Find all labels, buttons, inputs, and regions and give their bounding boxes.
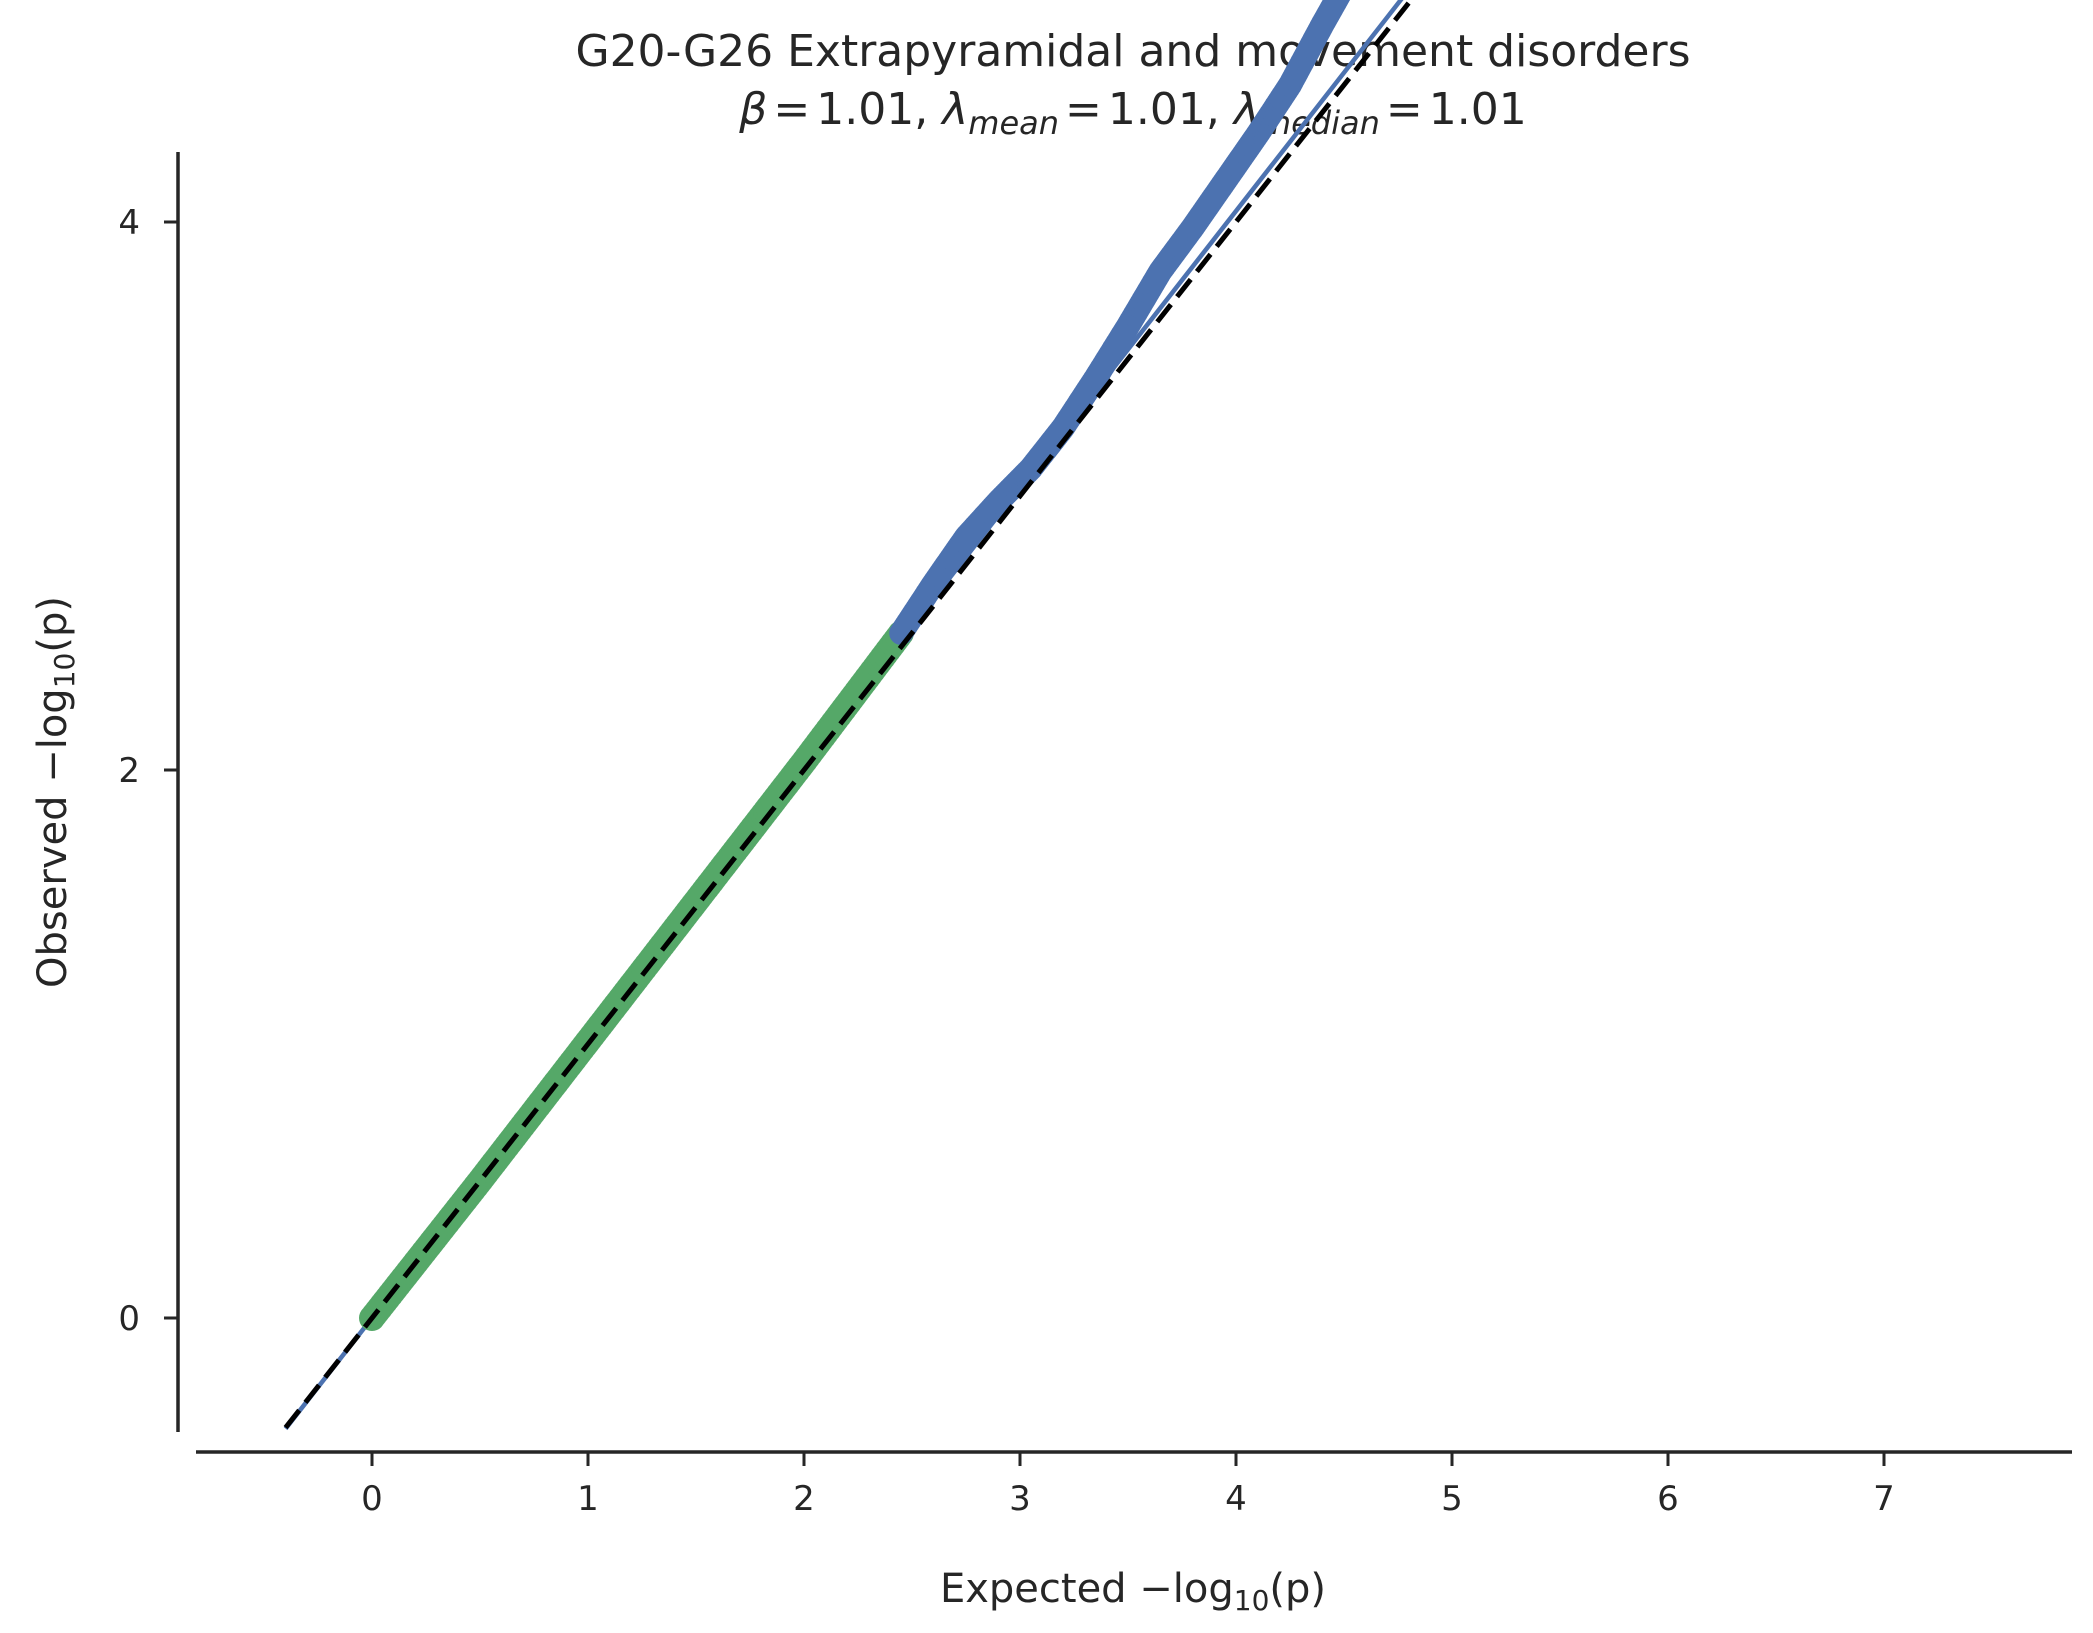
- x-tick-label: 2: [793, 1479, 815, 1519]
- blue-point: [1334, 0, 1349, 3]
- chart-title: G20-G26 Extrapyramidal and movement diso…: [575, 26, 1690, 77]
- fit-line: [283, 0, 1404, 1431]
- x-tick-label: 5: [1441, 1479, 1463, 1519]
- lambda-mean-symbol: λ: [940, 84, 968, 135]
- beta-value: 1.01: [816, 84, 914, 135]
- y-ticks: 02468: [118, 203, 178, 1339]
- x-axis-label: Expected −log10(p): [940, 1566, 1326, 1617]
- y-axis-label: Observed −log10(p): [30, 596, 81, 988]
- lambda-mean-value: 1.01: [1108, 84, 1206, 135]
- x-tick-label: 7: [1873, 1479, 1895, 1519]
- beta-symbol: β: [738, 84, 767, 135]
- reference-line: [283, 0, 1415, 1430]
- x-tick-label: 4: [1225, 1479, 1247, 1519]
- chart-subtitle: β = 1.01, λmean = 1.01, λmedian = 1.01: [738, 84, 1526, 142]
- x-tick-label: 3: [1009, 1479, 1031, 1519]
- y-tick-label: 4: [118, 203, 140, 243]
- lambda-mean-subscript: mean: [968, 104, 1059, 142]
- x-tick-label: 6: [1657, 1479, 1679, 1519]
- x-tick-label: 0: [361, 1479, 383, 1519]
- x-tick-label: 1: [577, 1479, 599, 1519]
- y-tick-label: 2: [118, 751, 140, 791]
- data-points: [283, 0, 1415, 1430]
- reference-lines: [283, 0, 1404, 1431]
- x-ticks: 0 1 2 3 4 5 6 7: [361, 1452, 1895, 1519]
- lambda-median-value: 1.01: [1429, 84, 1527, 135]
- y-tick-label: 0: [118, 1299, 140, 1339]
